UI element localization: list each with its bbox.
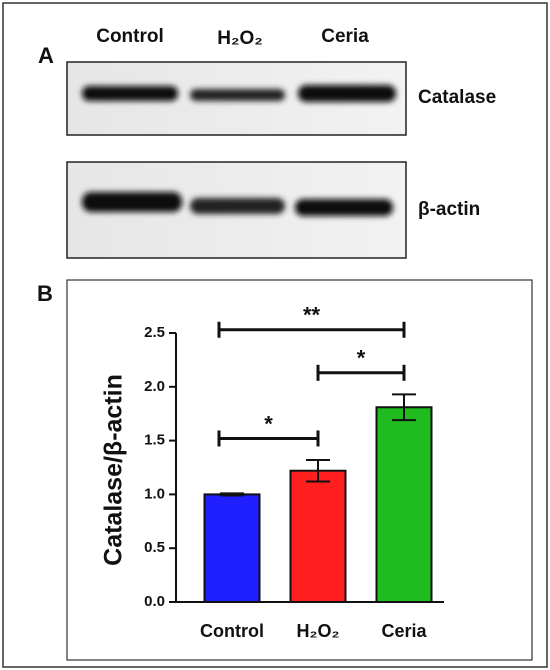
significance-label: * bbox=[357, 346, 366, 371]
y-tick-label: 1.0 bbox=[144, 485, 165, 502]
y-tick-label: 1.5 bbox=[144, 432, 165, 449]
x-tick-label: H₂O₂ bbox=[297, 621, 340, 641]
panel-label: A bbox=[38, 43, 54, 68]
row-label: β-actin bbox=[418, 199, 480, 220]
y-tick-label: 2.5 bbox=[144, 324, 165, 341]
row-label: Catalase bbox=[418, 87, 496, 108]
y-tick-label: 2.0 bbox=[144, 378, 165, 395]
y-axis-label: Catalase/β-actin bbox=[100, 374, 128, 566]
blot-catalase bbox=[66, 61, 407, 136]
bar bbox=[375, 406, 433, 603]
bar bbox=[203, 493, 261, 603]
x-tick-label: Ceria bbox=[381, 621, 427, 641]
lane-label: Control bbox=[96, 26, 164, 47]
significance-label: ** bbox=[303, 303, 321, 328]
significance-label: * bbox=[264, 411, 273, 436]
y-tick-label: 0.5 bbox=[144, 539, 165, 556]
x-tick-label: Control bbox=[200, 621, 264, 641]
lane-label: H₂O₂ bbox=[217, 28, 262, 49]
panel-frame bbox=[66, 279, 533, 661]
y-tick-label: 0.0 bbox=[144, 593, 165, 610]
blot-actin bbox=[66, 161, 407, 259]
panel-label: B bbox=[37, 281, 53, 306]
lane-label: Ceria bbox=[321, 26, 369, 47]
bar bbox=[289, 469, 347, 603]
